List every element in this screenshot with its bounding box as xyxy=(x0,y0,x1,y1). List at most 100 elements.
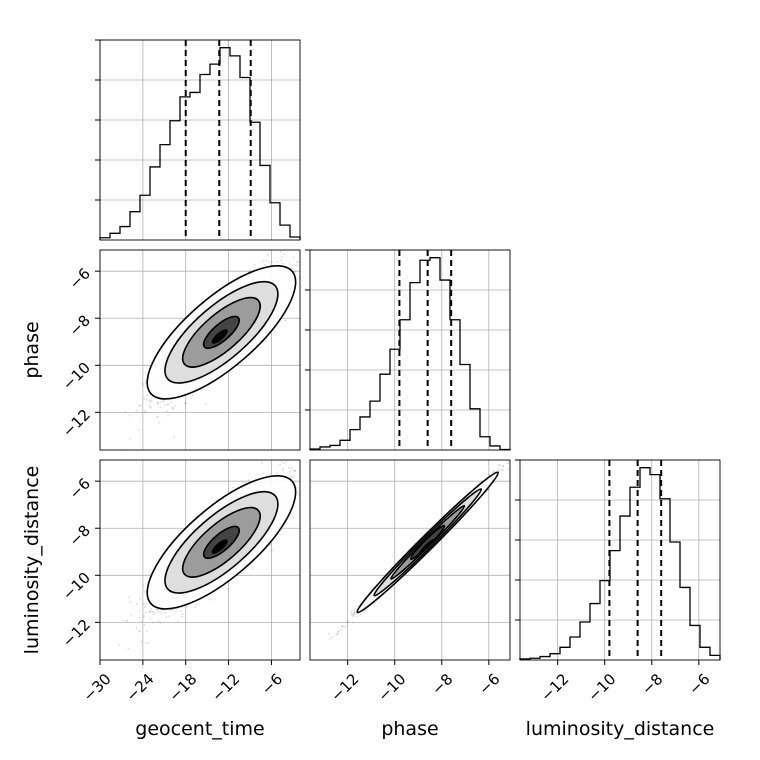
sample-point xyxy=(152,610,155,613)
sample-point xyxy=(301,468,303,470)
sample-point xyxy=(151,621,154,624)
sample-point xyxy=(336,633,339,636)
sample-point xyxy=(313,254,315,256)
sample-point xyxy=(195,603,198,606)
panel-frame xyxy=(309,249,511,451)
sample-point xyxy=(290,475,293,478)
sample-point xyxy=(205,403,207,405)
sample-point xyxy=(502,465,504,468)
sample-point xyxy=(142,384,145,387)
sample-point xyxy=(256,472,259,475)
sample-point xyxy=(169,609,172,612)
panel-frame xyxy=(99,249,301,451)
sample-point xyxy=(143,411,146,414)
sample-point xyxy=(143,397,146,400)
sample-point xyxy=(268,260,270,263)
sample-point xyxy=(296,261,298,264)
panel-frame xyxy=(519,459,721,661)
sample-point xyxy=(171,407,174,409)
y-tick-label: −12 xyxy=(59,406,94,441)
y-tick-label: −6 xyxy=(66,264,94,292)
sample-point xyxy=(118,644,120,647)
sample-point xyxy=(280,250,282,253)
sample-point xyxy=(253,263,256,266)
sample-point xyxy=(289,470,291,473)
sample-point xyxy=(165,616,168,619)
sample-point xyxy=(143,616,145,618)
sample-point xyxy=(280,457,282,459)
sample-point xyxy=(159,621,162,624)
sample-point xyxy=(166,410,169,413)
sample-point xyxy=(306,274,308,276)
sample-point xyxy=(154,612,157,614)
histogram-geocent_time xyxy=(95,39,301,241)
sample-point xyxy=(337,630,340,633)
sample-point xyxy=(291,476,294,479)
sample-point xyxy=(294,469,296,472)
sample-point xyxy=(125,620,128,623)
sample-point xyxy=(287,244,289,246)
sample-point xyxy=(281,460,284,463)
sample-point xyxy=(170,401,173,404)
sample-point xyxy=(149,405,151,408)
sample-point xyxy=(150,608,153,610)
sample-point xyxy=(191,394,194,397)
sample-point xyxy=(313,231,315,233)
sample-point xyxy=(97,432,99,434)
sample-point xyxy=(300,485,302,487)
sample-point xyxy=(160,401,163,404)
sample-point xyxy=(265,259,268,262)
sample-point xyxy=(269,543,272,546)
sample-point xyxy=(176,610,179,612)
sample-point xyxy=(138,429,140,431)
sample-point xyxy=(166,404,169,406)
y-tick-label: −10 xyxy=(59,359,94,394)
sample-point xyxy=(150,400,153,402)
sample-point xyxy=(138,616,141,619)
sample-point xyxy=(352,621,355,624)
sample-point xyxy=(262,259,265,262)
sample-point xyxy=(149,610,152,612)
sample-point xyxy=(314,455,316,457)
sample-point xyxy=(346,620,348,623)
sample-point xyxy=(184,402,186,405)
sample-point xyxy=(492,471,495,474)
sample-point xyxy=(130,614,133,617)
sample-point xyxy=(328,637,331,640)
sample-point xyxy=(293,270,296,273)
histogram-step-line xyxy=(519,467,721,660)
sample-point xyxy=(309,238,311,240)
sample-point xyxy=(152,613,155,616)
sample-point xyxy=(156,416,159,418)
sample-point xyxy=(151,610,154,613)
sample-point xyxy=(138,404,141,407)
sample-point xyxy=(135,627,138,629)
sample-point xyxy=(279,463,281,466)
sample-point xyxy=(150,406,153,409)
sample-point xyxy=(157,421,160,424)
sample-point xyxy=(124,411,127,413)
sample-point xyxy=(232,486,234,489)
sample-point xyxy=(145,611,147,614)
sample-point xyxy=(295,264,298,267)
sample-point xyxy=(332,412,334,414)
sample-point xyxy=(350,611,353,613)
panel-frame xyxy=(99,39,301,241)
sample-point xyxy=(145,411,148,414)
sample-point xyxy=(488,473,490,476)
sample-point xyxy=(145,642,147,644)
sample-point xyxy=(149,399,151,402)
sample-point xyxy=(149,400,151,403)
sample-point xyxy=(138,630,140,632)
sample-point xyxy=(209,598,212,601)
sample-point xyxy=(164,611,167,614)
sample-point xyxy=(148,404,151,407)
sample-point xyxy=(281,262,284,265)
sample-point xyxy=(174,405,177,407)
sample-point xyxy=(143,603,145,605)
sample-point xyxy=(164,404,166,406)
sample-point xyxy=(143,614,145,617)
sample-point xyxy=(185,605,188,608)
histogram-luminosity_distance xyxy=(515,459,721,661)
